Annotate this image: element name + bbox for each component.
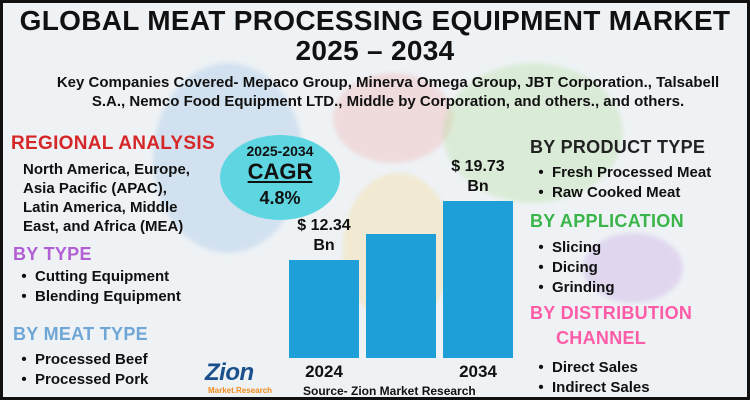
list-item: Processed Beef bbox=[13, 350, 148, 370]
list-item: Fresh Processed Meat bbox=[530, 163, 711, 183]
by-distribution-heading: BY DISTRIBUTION bbox=[530, 303, 693, 323]
cagr-bubble: 2025-2034 CAGR 4.8% bbox=[220, 135, 340, 220]
map-background-europe bbox=[333, 73, 453, 163]
list-item: Indirect Sales bbox=[530, 378, 650, 397]
by-product-type-list: Fresh Processed Meat Raw Cooked Meat bbox=[530, 163, 711, 203]
by-application-heading: BY APPLICATION bbox=[530, 211, 684, 231]
list-item: Blending Equipment bbox=[13, 287, 181, 307]
cagr-value: 4.8% bbox=[259, 188, 301, 208]
bar-2024 bbox=[289, 260, 359, 358]
list-item: Processed Pork bbox=[13, 370, 148, 390]
page-title-years: 2025 – 2034 bbox=[295, 35, 455, 66]
by-meat-type-list: Processed Beef Processed Pork bbox=[13, 350, 148, 390]
x-tick-label: 2034 bbox=[459, 362, 497, 381]
list-item: Dicing bbox=[530, 258, 615, 278]
bar-value-label: $ 12.34 Bn bbox=[297, 217, 351, 254]
bar-series-1 bbox=[366, 234, 436, 358]
list-item: Grinding bbox=[530, 278, 615, 298]
list-item: Direct Sales bbox=[530, 358, 650, 378]
logo-subtitle: Market.Research bbox=[208, 386, 273, 395]
cagr-years: 2025-2034 bbox=[246, 143, 314, 159]
page-title: GLOBAL MEAT PROCESSING EQUIPMENT MARKET bbox=[19, 5, 731, 36]
regional-line-1: North America, Europe, bbox=[23, 161, 190, 178]
by-application-list: Slicing Dicing Grinding bbox=[530, 238, 615, 298]
zion-logo: Zion Market.Research bbox=[205, 359, 275, 397]
regional-line-2: Asia Pacific (APAC), bbox=[23, 180, 167, 197]
list-item: Raw Cooked Meat bbox=[530, 183, 711, 203]
source-note: Source- Zion Market Research bbox=[303, 384, 476, 398]
by-distribution-heading-line2: CHANNEL bbox=[556, 328, 647, 348]
key-companies: Key Companies Covered- Mepaco Group, Min… bbox=[56, 74, 720, 110]
market-size-bar-chart: $ 12.34 Bn 2024 $ 19.73 Bn 2034 bbox=[273, 153, 523, 383]
list-item: Slicing bbox=[530, 238, 615, 258]
bar-value-label: $ 19.73 Bn bbox=[451, 158, 505, 195]
by-distribution-list: Direct Sales Indirect Sales bbox=[530, 358, 650, 397]
by-product-type-heading: BY PRODUCT TYPE bbox=[530, 137, 706, 157]
by-type-list: Cutting Equipment Blending Equipment bbox=[13, 267, 181, 307]
by-meat-type-heading: BY MEAT TYPE bbox=[13, 324, 148, 344]
regional-analysis-heading: REGIONAL ANALYSIS bbox=[11, 133, 215, 154]
bar-2034 bbox=[443, 201, 513, 358]
x-tick-label: 2024 bbox=[305, 362, 343, 381]
regional-line-4: East, and Africa (MEA) bbox=[23, 218, 184, 235]
list-item: Cutting Equipment bbox=[13, 267, 181, 287]
regional-line-3: Latin America, Middle bbox=[23, 199, 178, 216]
cagr-label: CAGR bbox=[247, 159, 313, 184]
by-type-heading: BY TYPE bbox=[13, 244, 92, 264]
logo-wordmark: Zion bbox=[205, 359, 254, 386]
